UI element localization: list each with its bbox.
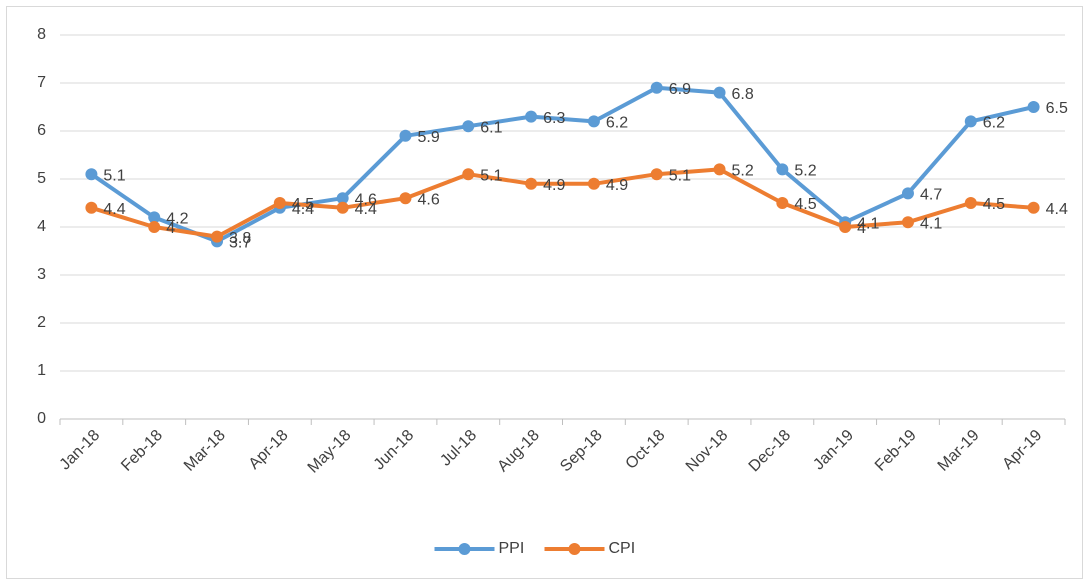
data-label: 5.1	[669, 167, 691, 184]
data-point	[901, 187, 914, 200]
data-label: 4.6	[417, 191, 439, 208]
data-point	[273, 197, 286, 209]
data-label: 6.9	[669, 81, 691, 98]
data-label: 5.2	[732, 163, 754, 180]
data-label: 6.2	[983, 115, 1005, 132]
data-point	[713, 86, 726, 99]
data-point	[525, 110, 538, 123]
data-label: 6.5	[1046, 100, 1068, 117]
data-label: 6.1	[480, 119, 502, 136]
data-point	[587, 115, 600, 128]
data-point	[964, 115, 977, 128]
data-label: 4.4	[355, 201, 377, 218]
legend-label: CPI	[609, 540, 636, 557]
data-label: 6.3	[543, 110, 565, 127]
series-line	[90, 85, 1035, 244]
y-tick-label: 5	[37, 170, 46, 187]
data-label: 6.8	[732, 86, 754, 103]
y-tick-label: 7	[37, 74, 46, 91]
data-label: 4.9	[606, 177, 628, 194]
data-point	[1027, 201, 1040, 214]
data-label: 4.1	[857, 215, 879, 232]
data-label: 6.2	[606, 115, 628, 132]
data-point	[211, 230, 224, 243]
data-label: 3.8	[229, 230, 251, 247]
data-point	[85, 201, 98, 214]
data-point	[462, 120, 475, 133]
data-point	[964, 197, 977, 209]
y-tick-label: 4	[37, 218, 46, 235]
data-point	[650, 81, 663, 94]
y-tick-label: 6	[37, 122, 46, 139]
data-label: 4	[857, 220, 866, 237]
data-point	[336, 201, 349, 214]
data-label: 4.1	[920, 215, 942, 232]
data-label: 4.7	[920, 187, 942, 204]
y-tick-label: 0	[37, 410, 46, 427]
data-point	[399, 192, 412, 205]
data-label: 5.9	[417, 129, 439, 146]
data-label: 4.2	[166, 211, 188, 228]
data-point	[148, 221, 161, 233]
data-point	[839, 221, 852, 233]
data-point	[713, 163, 726, 176]
data-point	[587, 177, 600, 190]
data-label: 4.9	[543, 177, 565, 194]
legend-marker	[458, 543, 471, 555]
data-label: 4.5	[292, 196, 314, 213]
series-line	[90, 167, 1034, 239]
data-point	[336, 192, 349, 205]
data-label: 5.2	[794, 163, 816, 180]
data-point	[776, 163, 789, 176]
data-point	[85, 168, 98, 181]
y-tick-label: 1	[37, 362, 46, 379]
chart-border	[6, 6, 1083, 579]
data-point	[901, 216, 914, 229]
data-label: 4.5	[983, 196, 1005, 213]
data-point	[525, 177, 538, 190]
y-tick-label: 3	[37, 266, 46, 283]
data-label: 4	[166, 220, 175, 237]
data-label: 4.4	[103, 201, 125, 218]
data-point	[399, 129, 412, 142]
data-label: 4.6	[355, 191, 377, 208]
legend-marker	[568, 543, 581, 555]
data-point	[776, 197, 789, 209]
data-label: 4.5	[794, 196, 816, 213]
data-label: 3.7	[229, 235, 251, 252]
data-label: 5.1	[103, 167, 125, 184]
data-point	[462, 168, 475, 181]
y-tick-label: 2	[37, 314, 46, 331]
data-label: 5.1	[480, 167, 502, 184]
data-label: 4.4	[292, 201, 314, 218]
legend-label: PPI	[499, 540, 525, 557]
data-point	[148, 211, 161, 224]
data-label: 4.4	[1046, 201, 1068, 218]
data-point	[650, 168, 663, 181]
y-tick-label: 8	[37, 26, 46, 43]
data-point	[1027, 101, 1040, 113]
